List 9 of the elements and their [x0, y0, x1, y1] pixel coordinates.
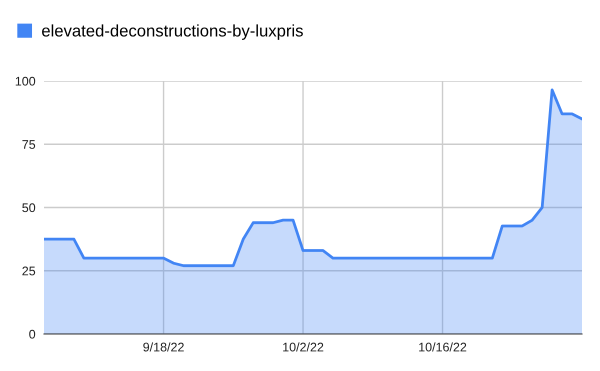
x-tick-label: 9/18/22	[143, 342, 184, 352]
y-tick-label: 0	[29, 330, 36, 339]
y-tick-label: 75	[22, 140, 36, 149]
y-tick-label: 100	[16, 76, 36, 86]
legend-label: elevated-deconstructions-by-luxpris	[42, 24, 303, 40]
x-tick-label: 10/16/22	[419, 342, 466, 352]
y-tick-label: 25	[22, 266, 36, 276]
y-tick-label: 50	[22, 203, 36, 212]
x-tick-label: 10/2/22	[283, 342, 324, 352]
